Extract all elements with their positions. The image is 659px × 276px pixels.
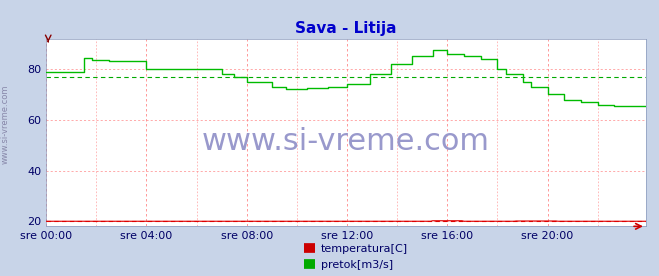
Title: Sava - Litija: Sava - Litija	[295, 21, 397, 36]
Text: www.si-vreme.com: www.si-vreme.com	[202, 127, 490, 156]
Text: www.si-vreme.com: www.si-vreme.com	[1, 84, 10, 164]
Legend: temperatura[C], pretok[m3/s]: temperatura[C], pretok[m3/s]	[304, 244, 408, 270]
